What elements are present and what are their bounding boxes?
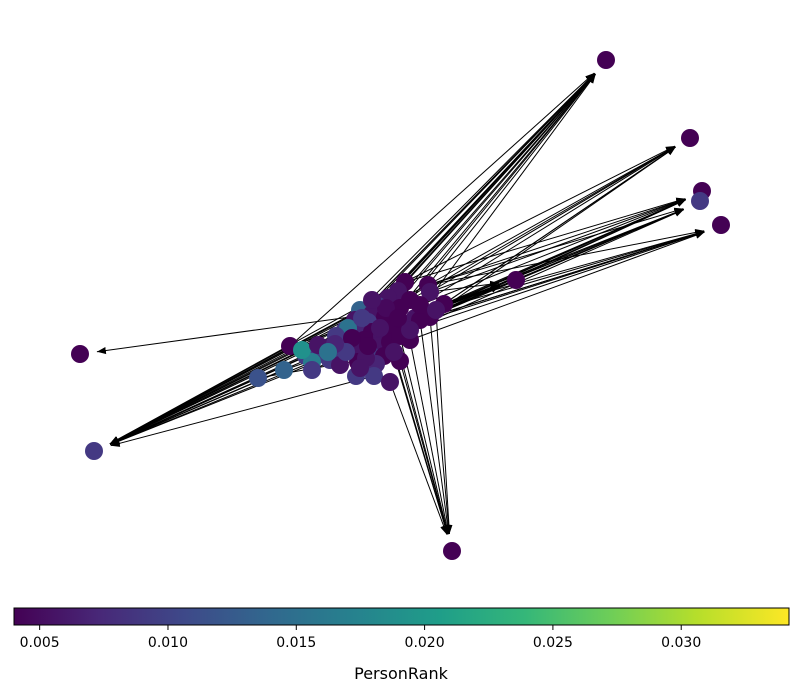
graph-edge [419, 199, 687, 321]
graph-edge [394, 231, 705, 331]
graph-edge [110, 375, 375, 447]
graph-edge [429, 146, 676, 293]
graph-edge [389, 341, 449, 535]
graph-node [597, 51, 615, 69]
graph-node [365, 367, 383, 385]
graph-edge [429, 146, 676, 318]
graph-node [363, 291, 381, 309]
graph-node [249, 369, 267, 387]
graph-edge [409, 209, 684, 331]
graph-edge [414, 73, 597, 319]
colorbar: 0.005 0.010 0.015 0.020 0.025 0.030 PersonRan… [13, 607, 790, 683]
graph-node [421, 283, 439, 301]
graph-edge [429, 280, 500, 293]
graph-edge [110, 377, 259, 445]
colorbar-tick-label: 0.005 [20, 635, 60, 651]
graph-edge [429, 316, 452, 535]
graph-edge [359, 73, 596, 311]
graph-edge [427, 73, 596, 286]
graph-node [371, 319, 389, 337]
graph-node [411, 296, 429, 314]
graph-edge [427, 145, 676, 286]
graph-edge [443, 230, 705, 305]
graph-edge [419, 319, 452, 535]
colorbar-tick-label: 0.015 [276, 635, 316, 651]
graph-node [443, 542, 461, 560]
graph-edge [389, 381, 448, 535]
graph-edge [419, 146, 676, 321]
graph-edge [435, 230, 705, 311]
graph-nodes [71, 51, 730, 560]
graph-node [381, 373, 399, 391]
graph-node [401, 321, 419, 339]
graph-node [681, 129, 699, 147]
graph-node [507, 271, 525, 289]
graph-node [303, 361, 321, 379]
colorbar-gradient [13, 607, 790, 626]
graph-node [351, 359, 369, 377]
colorbar-tick-label: 0.025 [533, 635, 573, 651]
graph-node [385, 343, 403, 361]
graph-node [377, 299, 395, 317]
graph-edge [409, 146, 676, 301]
graph-edge [427, 207, 684, 286]
graph-edges [96, 72, 705, 535]
graph-node [691, 192, 709, 210]
graph-edge [404, 197, 686, 283]
graph-node [389, 309, 407, 327]
graph-edge [409, 339, 451, 535]
graph-node [275, 361, 293, 379]
graph-edge [427, 198, 686, 286]
graph-edge [109, 345, 291, 445]
graph-edge [371, 73, 596, 315]
graph-node [359, 337, 377, 355]
graph-edge [404, 145, 676, 283]
graph-node [319, 343, 337, 361]
graph-node [85, 442, 103, 460]
graph-edge [289, 72, 595, 347]
colorbar-tick-label: 0.010 [148, 635, 188, 651]
colorbar-tick-label: 0.020 [405, 635, 445, 651]
graph-edge [409, 231, 705, 341]
graph-edge [109, 344, 319, 445]
colorbar-tick-label: 0.030 [661, 635, 701, 651]
graph-node [71, 345, 89, 363]
graph-edge [399, 73, 596, 309]
graph-edge [96, 313, 373, 355]
graph-node [712, 216, 730, 234]
graph-edge [435, 309, 453, 535]
graph-edge [427, 228, 705, 286]
graph-edge [399, 335, 450, 535]
graph-node [293, 341, 311, 359]
graph-edge [409, 231, 705, 331]
graph-node [343, 329, 361, 347]
colorbar-label: PersonRank [354, 664, 448, 683]
colorbar-ticks: 0.005 0.010 0.015 0.020 0.025 0.030 [20, 625, 701, 651]
graph-node [353, 309, 371, 327]
graph-node [427, 301, 445, 319]
